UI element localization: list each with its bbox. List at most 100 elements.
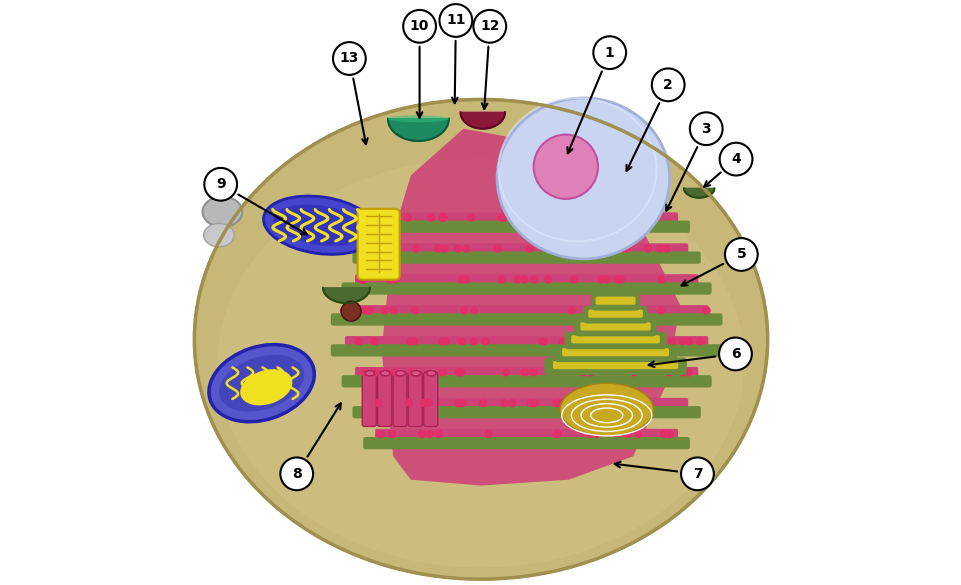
Circle shape — [340, 307, 347, 314]
FancyBboxPatch shape — [378, 372, 391, 426]
Ellipse shape — [426, 371, 435, 376]
FancyBboxPatch shape — [553, 361, 678, 369]
Circle shape — [456, 276, 464, 283]
Circle shape — [644, 245, 651, 252]
Ellipse shape — [217, 158, 744, 567]
Ellipse shape — [194, 99, 767, 579]
Circle shape — [357, 276, 365, 283]
FancyBboxPatch shape — [363, 221, 689, 233]
Circle shape — [530, 369, 536, 376]
Circle shape — [455, 400, 461, 407]
Ellipse shape — [365, 371, 374, 376]
Circle shape — [586, 431, 593, 438]
Circle shape — [412, 245, 419, 252]
FancyBboxPatch shape — [544, 357, 686, 375]
Circle shape — [634, 307, 641, 314]
Circle shape — [481, 338, 488, 345]
Circle shape — [406, 400, 412, 407]
Ellipse shape — [204, 223, 234, 247]
FancyBboxPatch shape — [423, 372, 437, 426]
Ellipse shape — [263, 196, 377, 254]
Circle shape — [372, 369, 379, 376]
Circle shape — [388, 431, 395, 438]
Ellipse shape — [203, 197, 242, 227]
Circle shape — [341, 301, 360, 321]
Circle shape — [553, 400, 559, 407]
Circle shape — [508, 400, 515, 407]
Circle shape — [599, 307, 606, 314]
Circle shape — [597, 276, 604, 283]
Circle shape — [502, 369, 508, 376]
Circle shape — [333, 42, 365, 75]
Circle shape — [567, 245, 574, 252]
Circle shape — [684, 369, 691, 376]
Circle shape — [622, 245, 628, 252]
Circle shape — [540, 338, 547, 345]
Circle shape — [665, 369, 672, 376]
Text: 5: 5 — [736, 247, 746, 261]
Circle shape — [407, 338, 413, 345]
Circle shape — [361, 307, 368, 314]
Circle shape — [521, 276, 528, 283]
Circle shape — [685, 338, 692, 345]
Ellipse shape — [410, 371, 420, 376]
Circle shape — [439, 4, 472, 37]
Text: 12: 12 — [480, 19, 499, 33]
Circle shape — [408, 369, 415, 376]
Circle shape — [391, 369, 398, 376]
Circle shape — [204, 168, 236, 201]
FancyBboxPatch shape — [571, 335, 659, 343]
Circle shape — [616, 214, 623, 221]
Circle shape — [642, 214, 649, 221]
Circle shape — [593, 431, 601, 438]
Circle shape — [579, 369, 586, 376]
Circle shape — [696, 338, 702, 345]
Text: 13: 13 — [339, 51, 358, 66]
Circle shape — [719, 338, 752, 370]
FancyBboxPatch shape — [591, 293, 639, 311]
Circle shape — [455, 245, 461, 252]
Text: 6: 6 — [730, 347, 740, 361]
Circle shape — [493, 245, 501, 252]
Circle shape — [632, 214, 639, 221]
FancyBboxPatch shape — [392, 372, 407, 426]
Circle shape — [655, 245, 662, 252]
Circle shape — [586, 369, 594, 376]
Ellipse shape — [559, 383, 653, 436]
FancyBboxPatch shape — [352, 252, 700, 264]
Circle shape — [442, 338, 449, 345]
Circle shape — [643, 214, 650, 221]
Circle shape — [411, 307, 418, 314]
Circle shape — [530, 276, 537, 283]
Polygon shape — [460, 112, 505, 129]
Circle shape — [662, 245, 670, 252]
Circle shape — [410, 338, 417, 345]
Circle shape — [689, 112, 722, 145]
Text: 9: 9 — [215, 177, 225, 191]
Text: 11: 11 — [446, 13, 465, 27]
Circle shape — [460, 307, 467, 314]
FancyBboxPatch shape — [554, 345, 677, 362]
Circle shape — [359, 276, 367, 283]
Circle shape — [568, 307, 575, 314]
Circle shape — [438, 338, 445, 345]
Circle shape — [470, 307, 478, 314]
FancyBboxPatch shape — [345, 336, 707, 352]
Circle shape — [280, 457, 312, 490]
FancyBboxPatch shape — [375, 429, 678, 445]
Circle shape — [390, 276, 398, 283]
Circle shape — [501, 400, 507, 407]
FancyBboxPatch shape — [579, 322, 650, 331]
FancyBboxPatch shape — [352, 406, 700, 418]
Circle shape — [377, 431, 383, 438]
Circle shape — [440, 214, 447, 221]
Ellipse shape — [396, 371, 405, 376]
FancyBboxPatch shape — [574, 319, 656, 336]
Circle shape — [613, 276, 620, 283]
Circle shape — [473, 10, 505, 43]
Circle shape — [680, 457, 713, 490]
Circle shape — [619, 214, 627, 221]
Polygon shape — [387, 119, 449, 141]
Circle shape — [375, 400, 382, 407]
Circle shape — [365, 307, 373, 314]
